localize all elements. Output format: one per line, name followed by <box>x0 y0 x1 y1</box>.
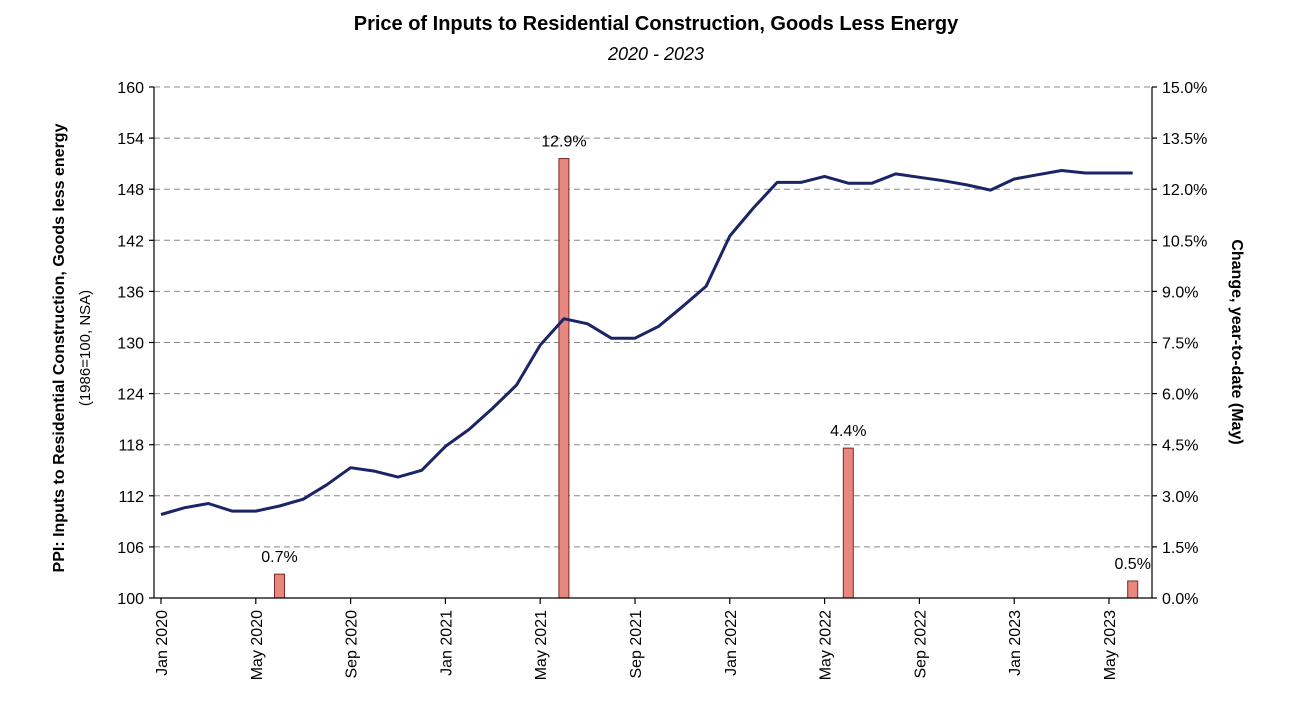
chart-title: Price of Inputs to Residential Construct… <box>354 13 959 35</box>
ppi-line <box>160 169 1133 516</box>
bar <box>558 158 570 599</box>
right-tick-label: 12.0% <box>1162 182 1207 199</box>
left-tick-label: 112 <box>118 489 144 506</box>
right-tick-label: 15.0% <box>1162 80 1207 97</box>
x-tick-label: May 2023 <box>1102 610 1119 680</box>
x-tick-label: Sep 2022 <box>912 610 929 679</box>
right-tick-label: 10.5% <box>1162 233 1207 250</box>
bar-data-label: 12.9% <box>541 134 586 151</box>
right-tick-label: 13.5% <box>1162 131 1207 148</box>
right-tick-label: 4.5% <box>1162 438 1198 455</box>
x-tick-label: Sep 2020 <box>344 610 361 679</box>
right-axis-ticks: 0.0% 1.5% 3.0% 4.5% 6.0% 7.5% 9.0% 10.5% 12.0% 13… <box>1152 80 1207 608</box>
x-tick-label: Jan 2020 <box>154 610 171 676</box>
left-axis-ticks: 100 106 112 118 124 130 136 142 148 154 160 <box>117 80 154 608</box>
x-tick-label: Jan 2021 <box>438 610 455 676</box>
left-axis-subtitle: (1986=100, NSA) <box>77 290 94 406</box>
left-tick-label: 154 <box>117 131 144 148</box>
bar-data-label: 0.7% <box>261 549 297 566</box>
line-series <box>160 169 1133 516</box>
left-tick-label: 118 <box>118 438 144 455</box>
left-axis-title: PPI: Inputs to Residential Construction,… <box>51 123 68 572</box>
right-tick-label: 9.0% <box>1162 284 1198 301</box>
bar-series: 0.7% 12.9% 4.4% 0.5% <box>261 134 1151 599</box>
bar <box>842 447 854 599</box>
chart-subtitle: 2020 - 2023 <box>607 44 704 64</box>
right-tick-label: 3.0% <box>1162 489 1198 506</box>
bar <box>274 573 285 599</box>
left-tick-label: 100 <box>117 591 144 608</box>
left-tick-label: 142 <box>117 233 144 250</box>
x-tick-label: May 2021 <box>533 610 550 680</box>
x-tick-label: May 2020 <box>249 610 266 680</box>
right-tick-label: 0.0% <box>1162 591 1198 608</box>
right-tick-label: 7.5% <box>1162 336 1198 353</box>
gridlines <box>154 86 1152 548</box>
x-tick-label: Sep 2021 <box>628 610 645 679</box>
right-tick-label: 1.5% <box>1162 540 1198 557</box>
bar <box>1127 580 1139 599</box>
bar-data-label: 0.5% <box>1114 556 1150 573</box>
right-tick-label: 6.0% <box>1162 387 1198 404</box>
x-tick-label: Jan 2022 <box>723 610 740 676</box>
axes <box>153 87 1153 599</box>
left-tick-label: 148 <box>117 182 144 199</box>
left-tick-label: 136 <box>117 284 144 301</box>
bar-data-label: 4.4% <box>830 423 866 440</box>
left-tick-label: 124 <box>117 387 144 404</box>
left-tick-label: 130 <box>117 336 144 353</box>
left-tick-label: 160 <box>117 80 144 97</box>
x-tick-label: May 2022 <box>818 610 835 680</box>
left-tick-label: 106 <box>117 540 144 557</box>
right-axis-title: Change, year-to-date (May) <box>1228 239 1245 444</box>
x-axis-ticks: Jan 2020 May 2020 Sep 2020 Jan 2021 May 2021… <box>154 598 1119 680</box>
x-tick-label: Jan 2023 <box>1007 610 1024 676</box>
